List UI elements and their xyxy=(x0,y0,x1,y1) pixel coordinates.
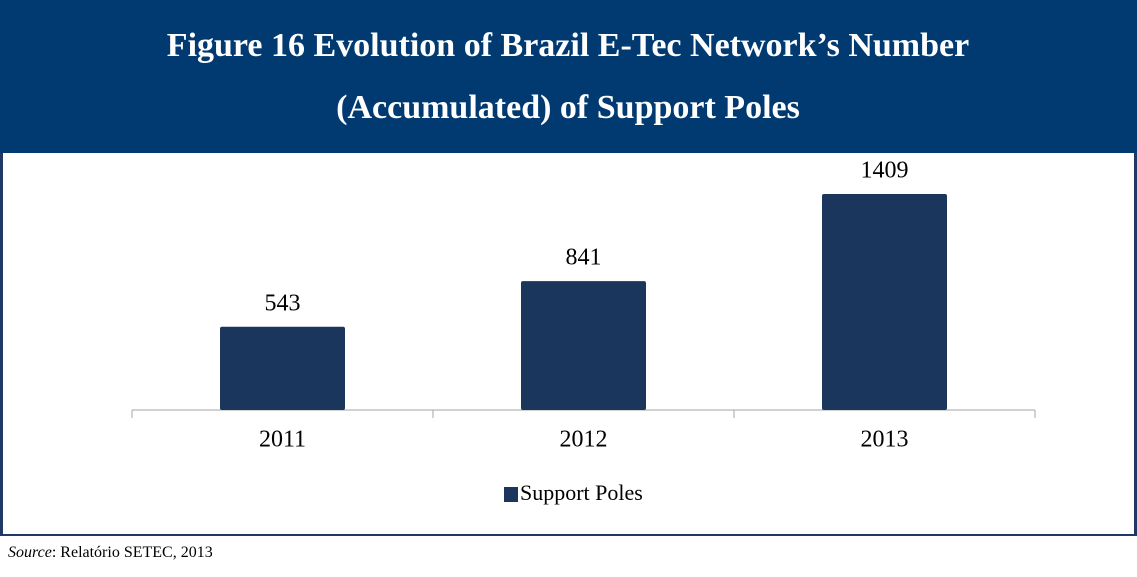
bar xyxy=(521,281,646,410)
source-label: Source xyxy=(8,544,52,561)
chart-title: (Accumulated) of Support Poles xyxy=(336,89,800,126)
header-band xyxy=(0,0,1137,153)
left-border xyxy=(0,153,3,536)
legend-label: Support Poles xyxy=(520,480,643,505)
x-tick-label: 2013 xyxy=(861,427,909,453)
chart-title: Figure 16 Evolution of Brazil E-Tec Netw… xyxy=(167,27,969,64)
bar xyxy=(822,194,947,410)
data-label: 543 xyxy=(265,290,301,316)
bar xyxy=(220,326,345,410)
data-label: 841 xyxy=(566,245,602,271)
x-tick-label: 2011 xyxy=(259,427,306,453)
bottom-border xyxy=(0,534,1137,536)
legend-swatch xyxy=(504,487,518,502)
source-note: Source: Relatório SETEC, 2013 xyxy=(8,544,213,561)
x-tick-label: 2012 xyxy=(560,427,608,453)
source-text: : Relatório SETEC, 2013 xyxy=(52,544,213,561)
right-border xyxy=(1134,153,1137,536)
data-label: 1409 xyxy=(861,158,909,184)
